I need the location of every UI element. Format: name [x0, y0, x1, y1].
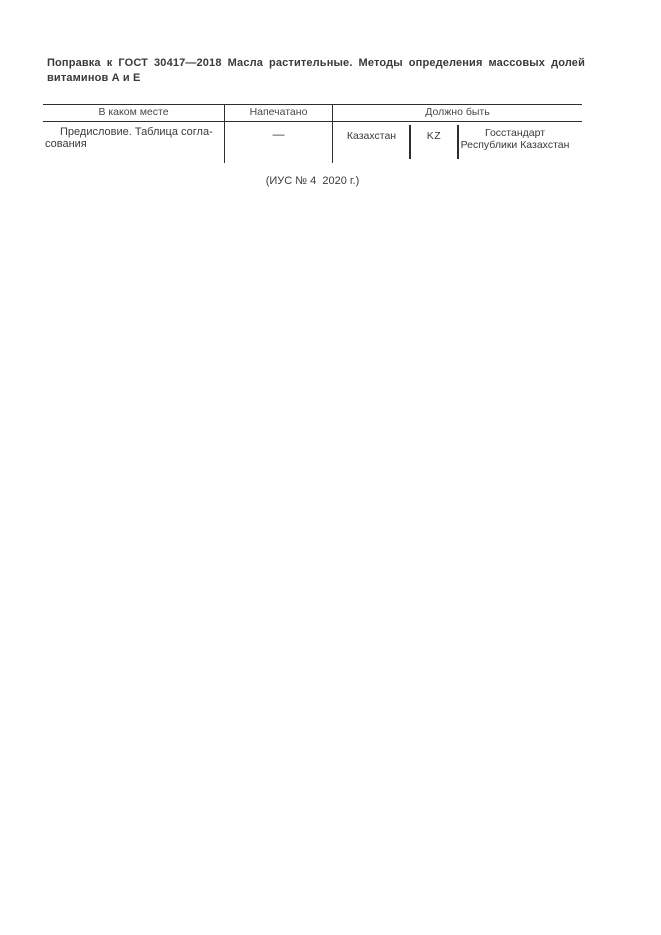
document-title-line1: Поправка к ГОСТ 30417—2018 Масла растите… [47, 57, 585, 69]
footer-note: (ИУС № 4 2020 г.) [265, 175, 360, 187]
table-row: Предисловие. Таблица согла- сования — Ка… [43, 122, 582, 163]
column-header-should-be: Должно быть [425, 106, 490, 118]
column-header-location: В каком месте [43, 105, 225, 121]
cell-country: Казахстан [333, 122, 411, 163]
cell-location: Предисловие. Таблица согла- сования [43, 122, 225, 163]
cell-country-code: KZ [410, 122, 459, 163]
cell-organization: Госстандарт Республики Казахстан [458, 122, 582, 163]
cell-printed: — [225, 122, 333, 163]
cell-should-be: Казахстан KZ Госстандарт Республики Каза… [333, 122, 582, 163]
cell-organization-line2: Республики Казахстан [460, 138, 570, 151]
correction-table: В каком месте Напечатано Должно быть Пре… [43, 104, 582, 163]
document-title: Поправка к ГОСТ 30417—2018 Масла растите… [47, 56, 585, 86]
table-header-row: В каком месте Напечатано Должно быть [43, 104, 582, 122]
cell-location-line2: сования [45, 138, 87, 150]
column-header-printed: Напечатано [225, 105, 333, 121]
cell-location-line1: Предисловие. Таблица согла- [60, 126, 213, 138]
document-title-line2: витаминов А и Е [47, 72, 141, 84]
cell-organization-line1: Госстандарт [484, 127, 546, 139]
